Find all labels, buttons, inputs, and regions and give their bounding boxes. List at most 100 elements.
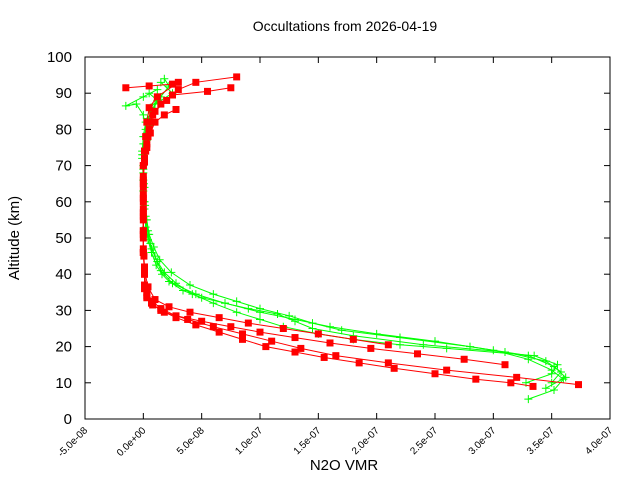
data-point bbox=[160, 74, 169, 83]
data-point bbox=[169, 91, 176, 99]
data-point bbox=[332, 352, 340, 360]
data-point bbox=[186, 281, 194, 290]
data-point bbox=[139, 194, 147, 202]
data-point bbox=[145, 82, 153, 90]
data-point bbox=[146, 129, 154, 137]
data-point bbox=[153, 85, 162, 94]
data-point bbox=[145, 89, 154, 98]
data-point bbox=[215, 328, 223, 336]
data-point bbox=[153, 93, 161, 101]
data-point bbox=[209, 323, 217, 331]
data-point bbox=[149, 111, 157, 119]
data-point bbox=[355, 359, 363, 367]
data-point bbox=[529, 382, 537, 390]
data-point bbox=[431, 370, 439, 378]
data-point bbox=[553, 360, 562, 369]
data-point bbox=[172, 312, 180, 320]
data-point bbox=[143, 140, 151, 148]
data-point bbox=[239, 335, 246, 343]
data-point bbox=[174, 86, 182, 94]
data-point bbox=[443, 366, 451, 374]
data-point bbox=[144, 283, 152, 291]
data-point bbox=[142, 133, 150, 141]
data-point bbox=[314, 330, 322, 338]
data-point bbox=[139, 176, 147, 184]
data-point bbox=[460, 355, 468, 363]
data-point bbox=[308, 324, 317, 333]
chart-title: Occultations from 2026-04-19 bbox=[253, 18, 438, 34]
data-point bbox=[232, 297, 241, 306]
data-point bbox=[547, 378, 556, 387]
data-point bbox=[139, 110, 148, 119]
data-point bbox=[291, 334, 299, 342]
data-point bbox=[157, 305, 165, 313]
data-point bbox=[209, 290, 218, 299]
data-point bbox=[501, 361, 509, 369]
data-point bbox=[165, 303, 173, 311]
data-point bbox=[198, 317, 206, 325]
data-point bbox=[192, 78, 200, 86]
data-point bbox=[141, 154, 148, 162]
y-tick-label: 30 bbox=[55, 302, 72, 319]
data-point bbox=[541, 357, 550, 366]
data-point bbox=[390, 364, 398, 372]
data-point bbox=[291, 348, 299, 356]
data-point bbox=[244, 319, 252, 327]
data-point bbox=[557, 367, 565, 376]
profile-line bbox=[142, 109, 389, 346]
data-point bbox=[143, 144, 151, 151]
data-point bbox=[143, 292, 151, 300]
data-point bbox=[550, 386, 558, 395]
data-point bbox=[204, 87, 211, 95]
data-point bbox=[227, 84, 235, 92]
data-point bbox=[431, 337, 439, 346]
data-point bbox=[349, 335, 357, 343]
data-point bbox=[367, 344, 375, 352]
data-point bbox=[139, 162, 147, 170]
data-point bbox=[279, 325, 287, 332]
data-point bbox=[384, 341, 392, 349]
data-point bbox=[139, 212, 147, 220]
data-point bbox=[145, 125, 153, 133]
data-point bbox=[232, 308, 241, 317]
data-point bbox=[297, 344, 305, 352]
data-point bbox=[160, 111, 168, 119]
y-tick-label: 50 bbox=[55, 230, 72, 247]
data-point bbox=[326, 339, 334, 347]
data-point bbox=[239, 330, 246, 338]
data-point bbox=[139, 230, 147, 238]
y-axis-label: Altitude (km) bbox=[6, 196, 23, 280]
data-point bbox=[143, 288, 151, 296]
data-point bbox=[256, 328, 264, 336]
data-point bbox=[268, 337, 276, 345]
data-point bbox=[507, 379, 515, 387]
data-point bbox=[561, 373, 570, 382]
data-point bbox=[384, 359, 392, 367]
y-tick-label: 0 bbox=[64, 411, 72, 428]
data-point bbox=[151, 118, 159, 126]
data-point bbox=[291, 317, 299, 326]
y-tick-label: 70 bbox=[55, 158, 72, 175]
data-point bbox=[172, 105, 180, 113]
data-point bbox=[419, 340, 428, 349]
data-point bbox=[192, 321, 200, 329]
data-point bbox=[157, 100, 165, 108]
data-point bbox=[139, 92, 148, 101]
x-axis-label: N2O VMR bbox=[310, 457, 379, 474]
data-point bbox=[541, 384, 550, 393]
data-point bbox=[186, 308, 194, 316]
data-point bbox=[122, 84, 130, 92]
data-point bbox=[169, 80, 176, 88]
y-tick-label: 20 bbox=[55, 339, 72, 356]
data-point bbox=[158, 270, 166, 279]
data-point bbox=[167, 268, 176, 277]
data-point bbox=[442, 344, 451, 353]
data-point bbox=[141, 267, 148, 275]
data-point bbox=[174, 78, 182, 86]
data-point bbox=[139, 248, 147, 256]
data-point bbox=[141, 270, 148, 278]
y-tick-label: 10 bbox=[55, 375, 72, 392]
y-tick-label: 90 bbox=[55, 85, 72, 102]
data-point bbox=[513, 373, 521, 381]
